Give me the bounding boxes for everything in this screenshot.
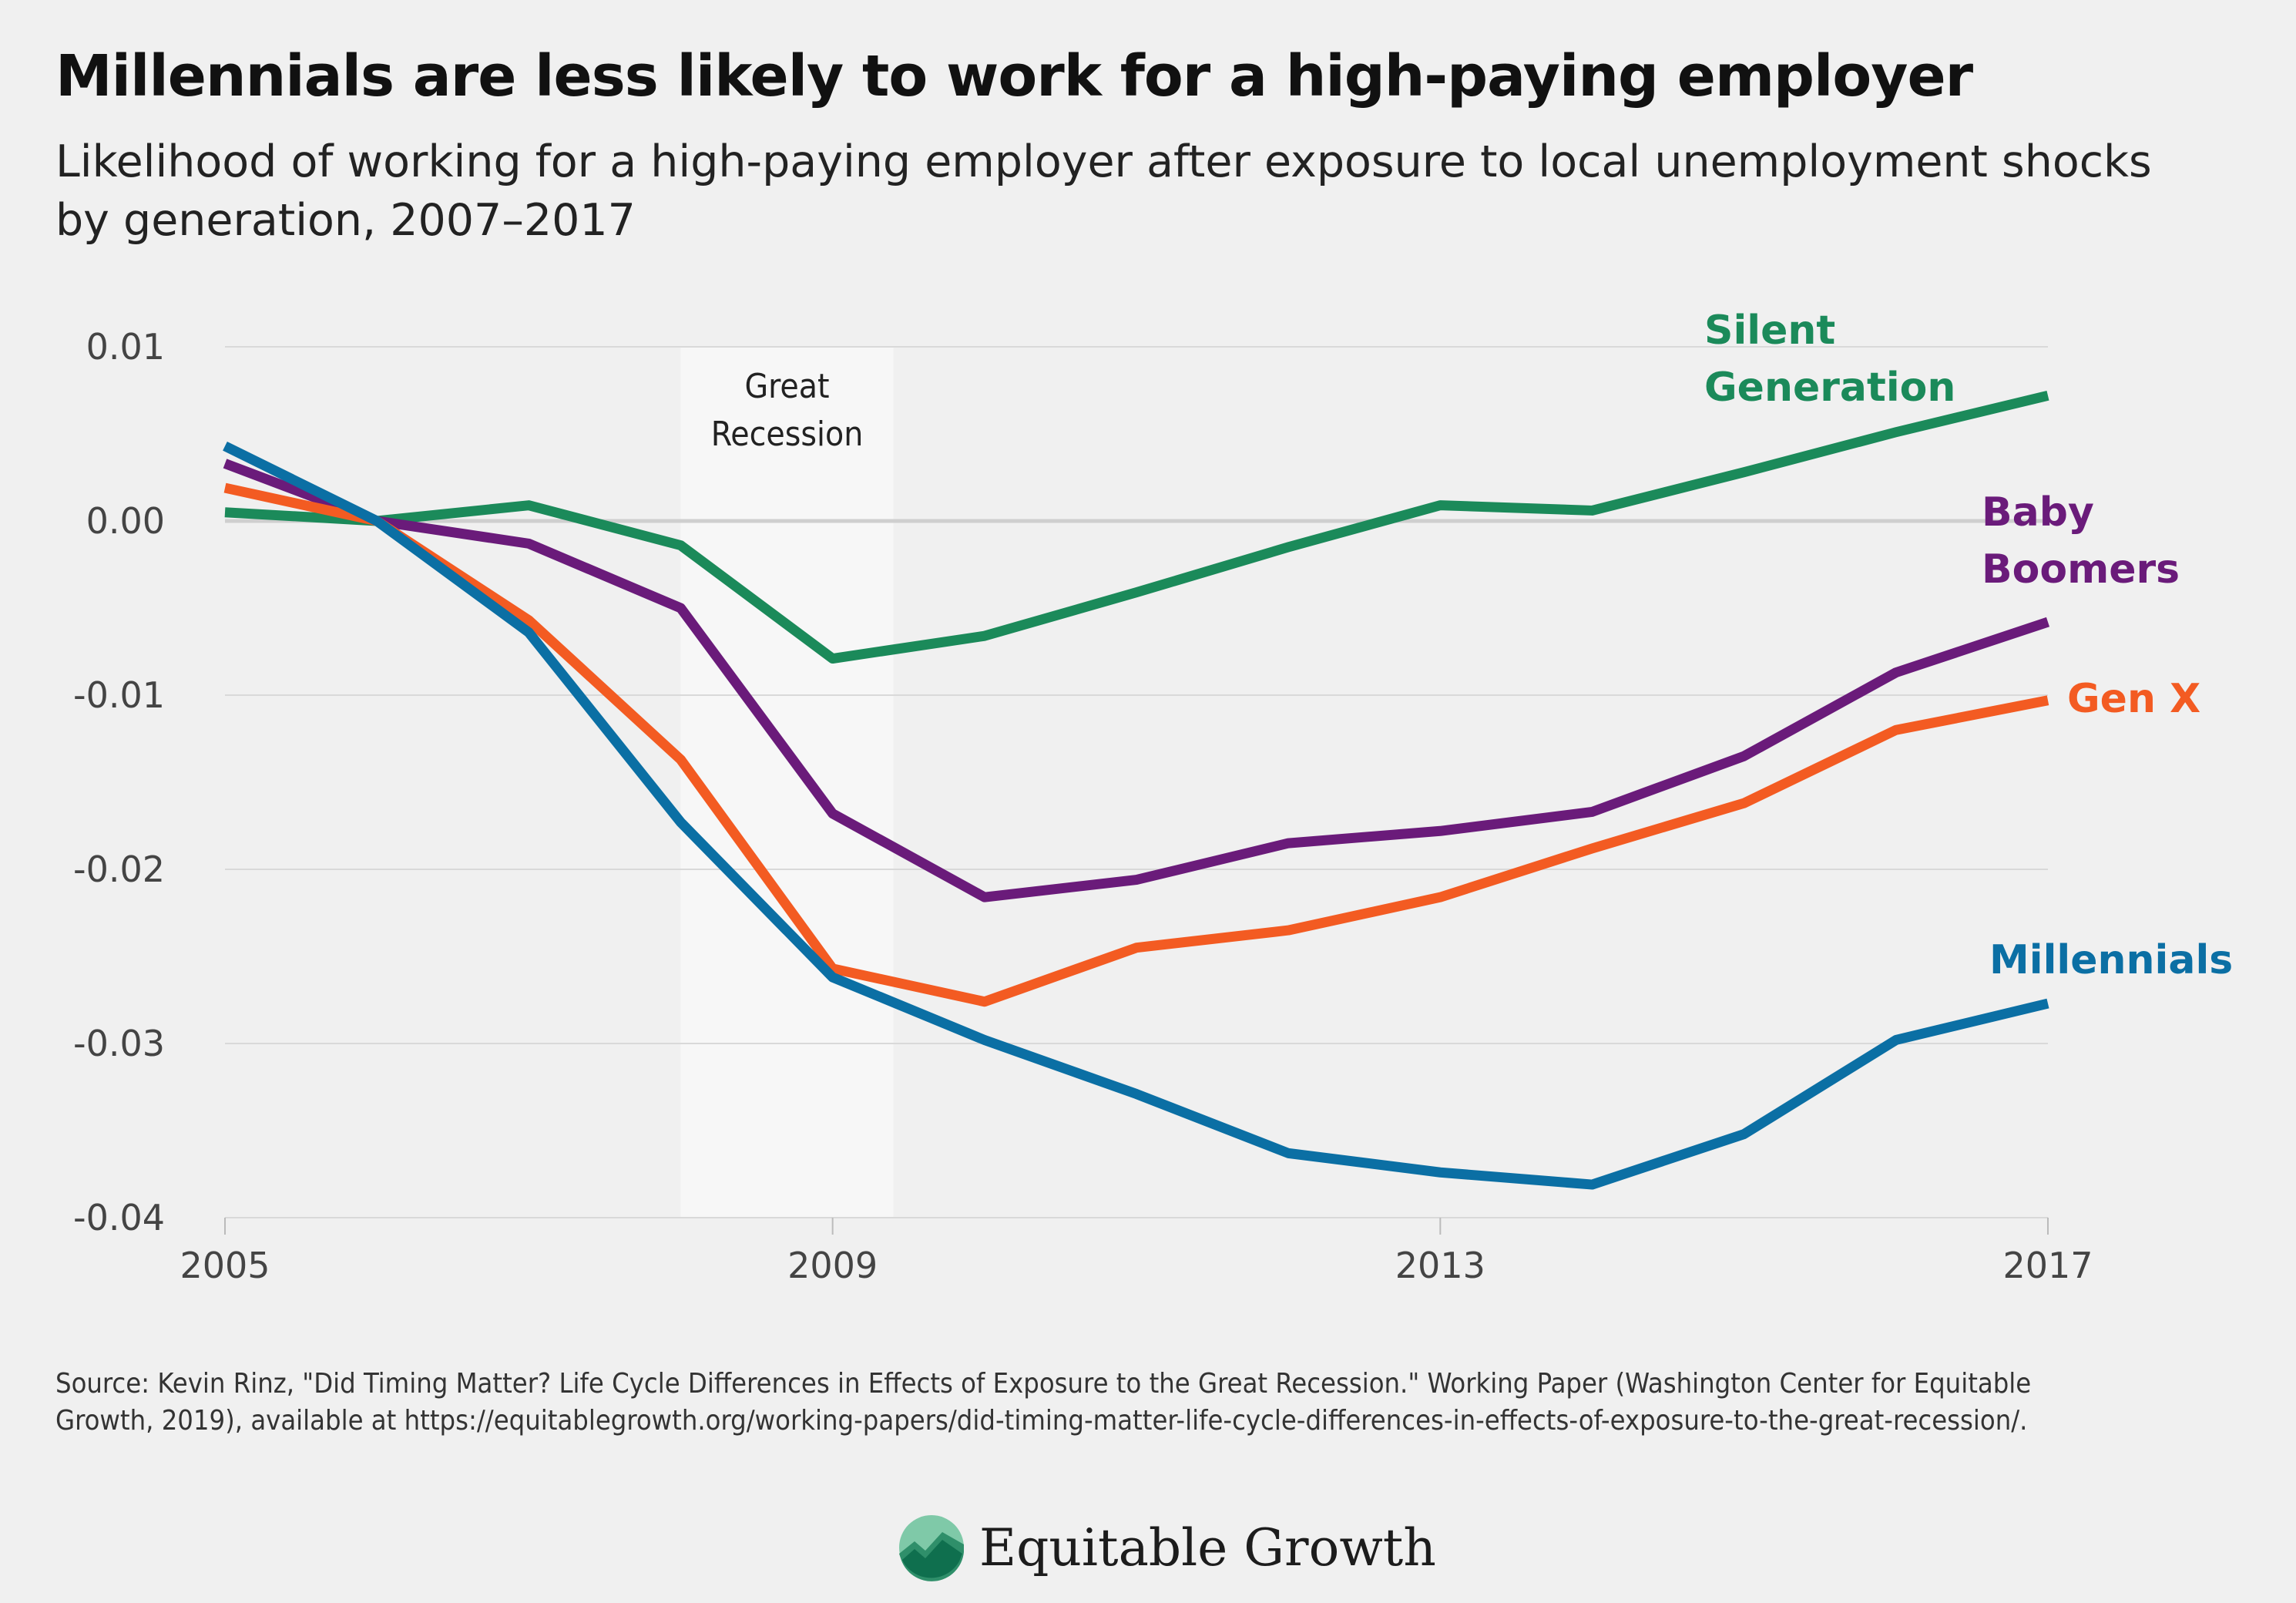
- brand-name: Equitable Growth: [979, 1517, 1436, 1578]
- y-tick-label: -0.03: [73, 1023, 165, 1064]
- series-label-line: Baby: [1982, 489, 2094, 536]
- chart-subtitle: Likelihood of working for a high-paying …: [55, 136, 2152, 246]
- y-tick-label: -0.01: [73, 674, 165, 716]
- series-label-line: Millennials: [1989, 937, 2233, 983]
- y-axis-tick-labels: 0.01 0.00 -0.01 -0.02 -0.03 -0.04: [73, 326, 165, 1238]
- x-axis-ticks: 2005 2009 2013 2017: [180, 1218, 2093, 1286]
- series-label-silent-generation: Silent Generation: [1704, 307, 1955, 411]
- series-label-line: Generation: [1704, 365, 1955, 411]
- series-line-millennials: [223, 441, 2049, 1190]
- x-tick-label: 2005: [180, 1245, 270, 1286]
- series-label-line: Silent: [1704, 307, 1835, 354]
- x-tick-label: 2009: [787, 1245, 878, 1286]
- great-recession-label-line: Great: [744, 367, 829, 406]
- chart-title: Millennials are less likely to work for …: [55, 43, 1973, 109]
- y-tick-label: -0.02: [73, 849, 165, 890]
- gridlines: [225, 346, 2048, 1218]
- series-label-baby-boomers: Baby Boomers: [1982, 489, 2180, 593]
- series-label-gen-x: Gen X: [2067, 676, 2200, 722]
- series-line-silent-generation: [224, 390, 2049, 664]
- great-recession-label: Great Recession: [711, 367, 864, 454]
- great-recession-label-line: Recession: [711, 415, 864, 454]
- source-note: Source: Kevin Rinz, "Did Timing Matter? …: [55, 1368, 2032, 1437]
- line-chart: Great Recession 0.01 0.00 -0.01 -0.02 -0.03 -0…: [73, 307, 2233, 1286]
- series-line-baby-boomers: [223, 459, 2050, 902]
- great-recession-band: [680, 347, 894, 1218]
- x-tick-label: 2013: [1395, 1245, 1485, 1286]
- series-label-line: Gen X: [2067, 676, 2200, 722]
- growth-chart-logo-icon: [899, 1515, 964, 1581]
- y-tick-label: 0.01: [86, 326, 165, 368]
- y-tick-label: 0.00: [86, 500, 165, 542]
- brand-logo: Equitable Growth: [898, 1511, 1436, 1585]
- series-line-gen-x: [223, 482, 2049, 1007]
- series-label-line: Boomers: [1982, 546, 2180, 593]
- x-tick-label: 2017: [2002, 1245, 2093, 1286]
- series-lines: [223, 390, 2050, 1190]
- y-tick-label: -0.04: [73, 1197, 165, 1238]
- series-labels: Silent Generation Baby Boomers Gen X Millenni…: [1704, 307, 2233, 983]
- series-label-millennials: Millennials: [1989, 937, 2233, 983]
